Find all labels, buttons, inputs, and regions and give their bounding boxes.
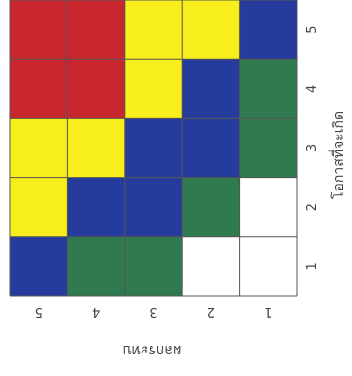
impact-tick-4: 4 [92,304,100,319]
matrix-cell-impact2-likelihood1 [182,236,240,296]
matrix-cell-impact5-likelihood1 [10,236,68,296]
matrix-cell-impact5-likelihood3 [10,118,68,178]
likelihood-tick-4: 4 [305,85,320,93]
matrix-cell-impact4-likelihood3 [67,118,125,178]
matrix-cell-impact1-likelihood4 [239,59,297,119]
likelihood-tick-3: 3 [305,144,320,152]
likelihood-tick-labels: 1 2 3 4 5 [305,25,320,270]
likelihood-tick-5: 5 [305,25,320,33]
matrix-cell-impact3-likelihood4 [124,59,183,119]
impact-tick-5: 5 [35,304,43,319]
impact-tick-3: 3 [149,304,157,319]
matrix-cell-impact5-likelihood2 [10,177,68,237]
matrix-cell-impact2-likelihood4 [182,59,240,119]
impact-tick-2: 2 [207,304,215,319]
matrix-cell-impact5-likelihood5 [10,0,68,60]
likelihood-tick-2: 2 [305,203,320,211]
matrix-cell-impact3-likelihood5 [124,0,183,60]
matrix-cell-impact3-likelihood3 [124,118,183,178]
matrix-cell-impact3-likelihood2 [124,177,183,237]
matrix-cell-impact4-likelihood1 [67,236,125,296]
likelihood-tick-1: 1 [305,262,320,270]
matrix-cell-impact1-likelihood2 [239,177,297,237]
likelihood-axis-title: โอกาสที่จะเกิด [329,111,347,199]
matrix-cell-impact3-likelihood1 [124,236,183,296]
matrix-cell-impact4-likelihood5 [67,0,125,60]
matrix-cells [10,0,297,296]
matrix-cell-impact5-likelihood4 [10,59,68,119]
matrix-cell-impact2-likelihood2 [182,177,240,237]
impact-axis-title: ผลกระทบ [123,342,181,358]
matrix-cell-impact2-likelihood3 [182,118,240,178]
matrix-cell-impact1-likelihood1 [239,236,297,296]
matrix-cell-impact2-likelihood5 [182,0,240,60]
matrix-grid [9,0,298,297]
impact-tick-labels: 5 4 3 2 1 [35,304,273,319]
matrix-cell-impact4-likelihood2 [67,177,125,237]
matrix-cell-impact4-likelihood4 [67,59,125,119]
impact-tick-1: 1 [264,304,272,319]
matrix-cell-impact1-likelihood3 [239,118,297,178]
matrix-cell-impact1-likelihood5 [239,0,297,60]
